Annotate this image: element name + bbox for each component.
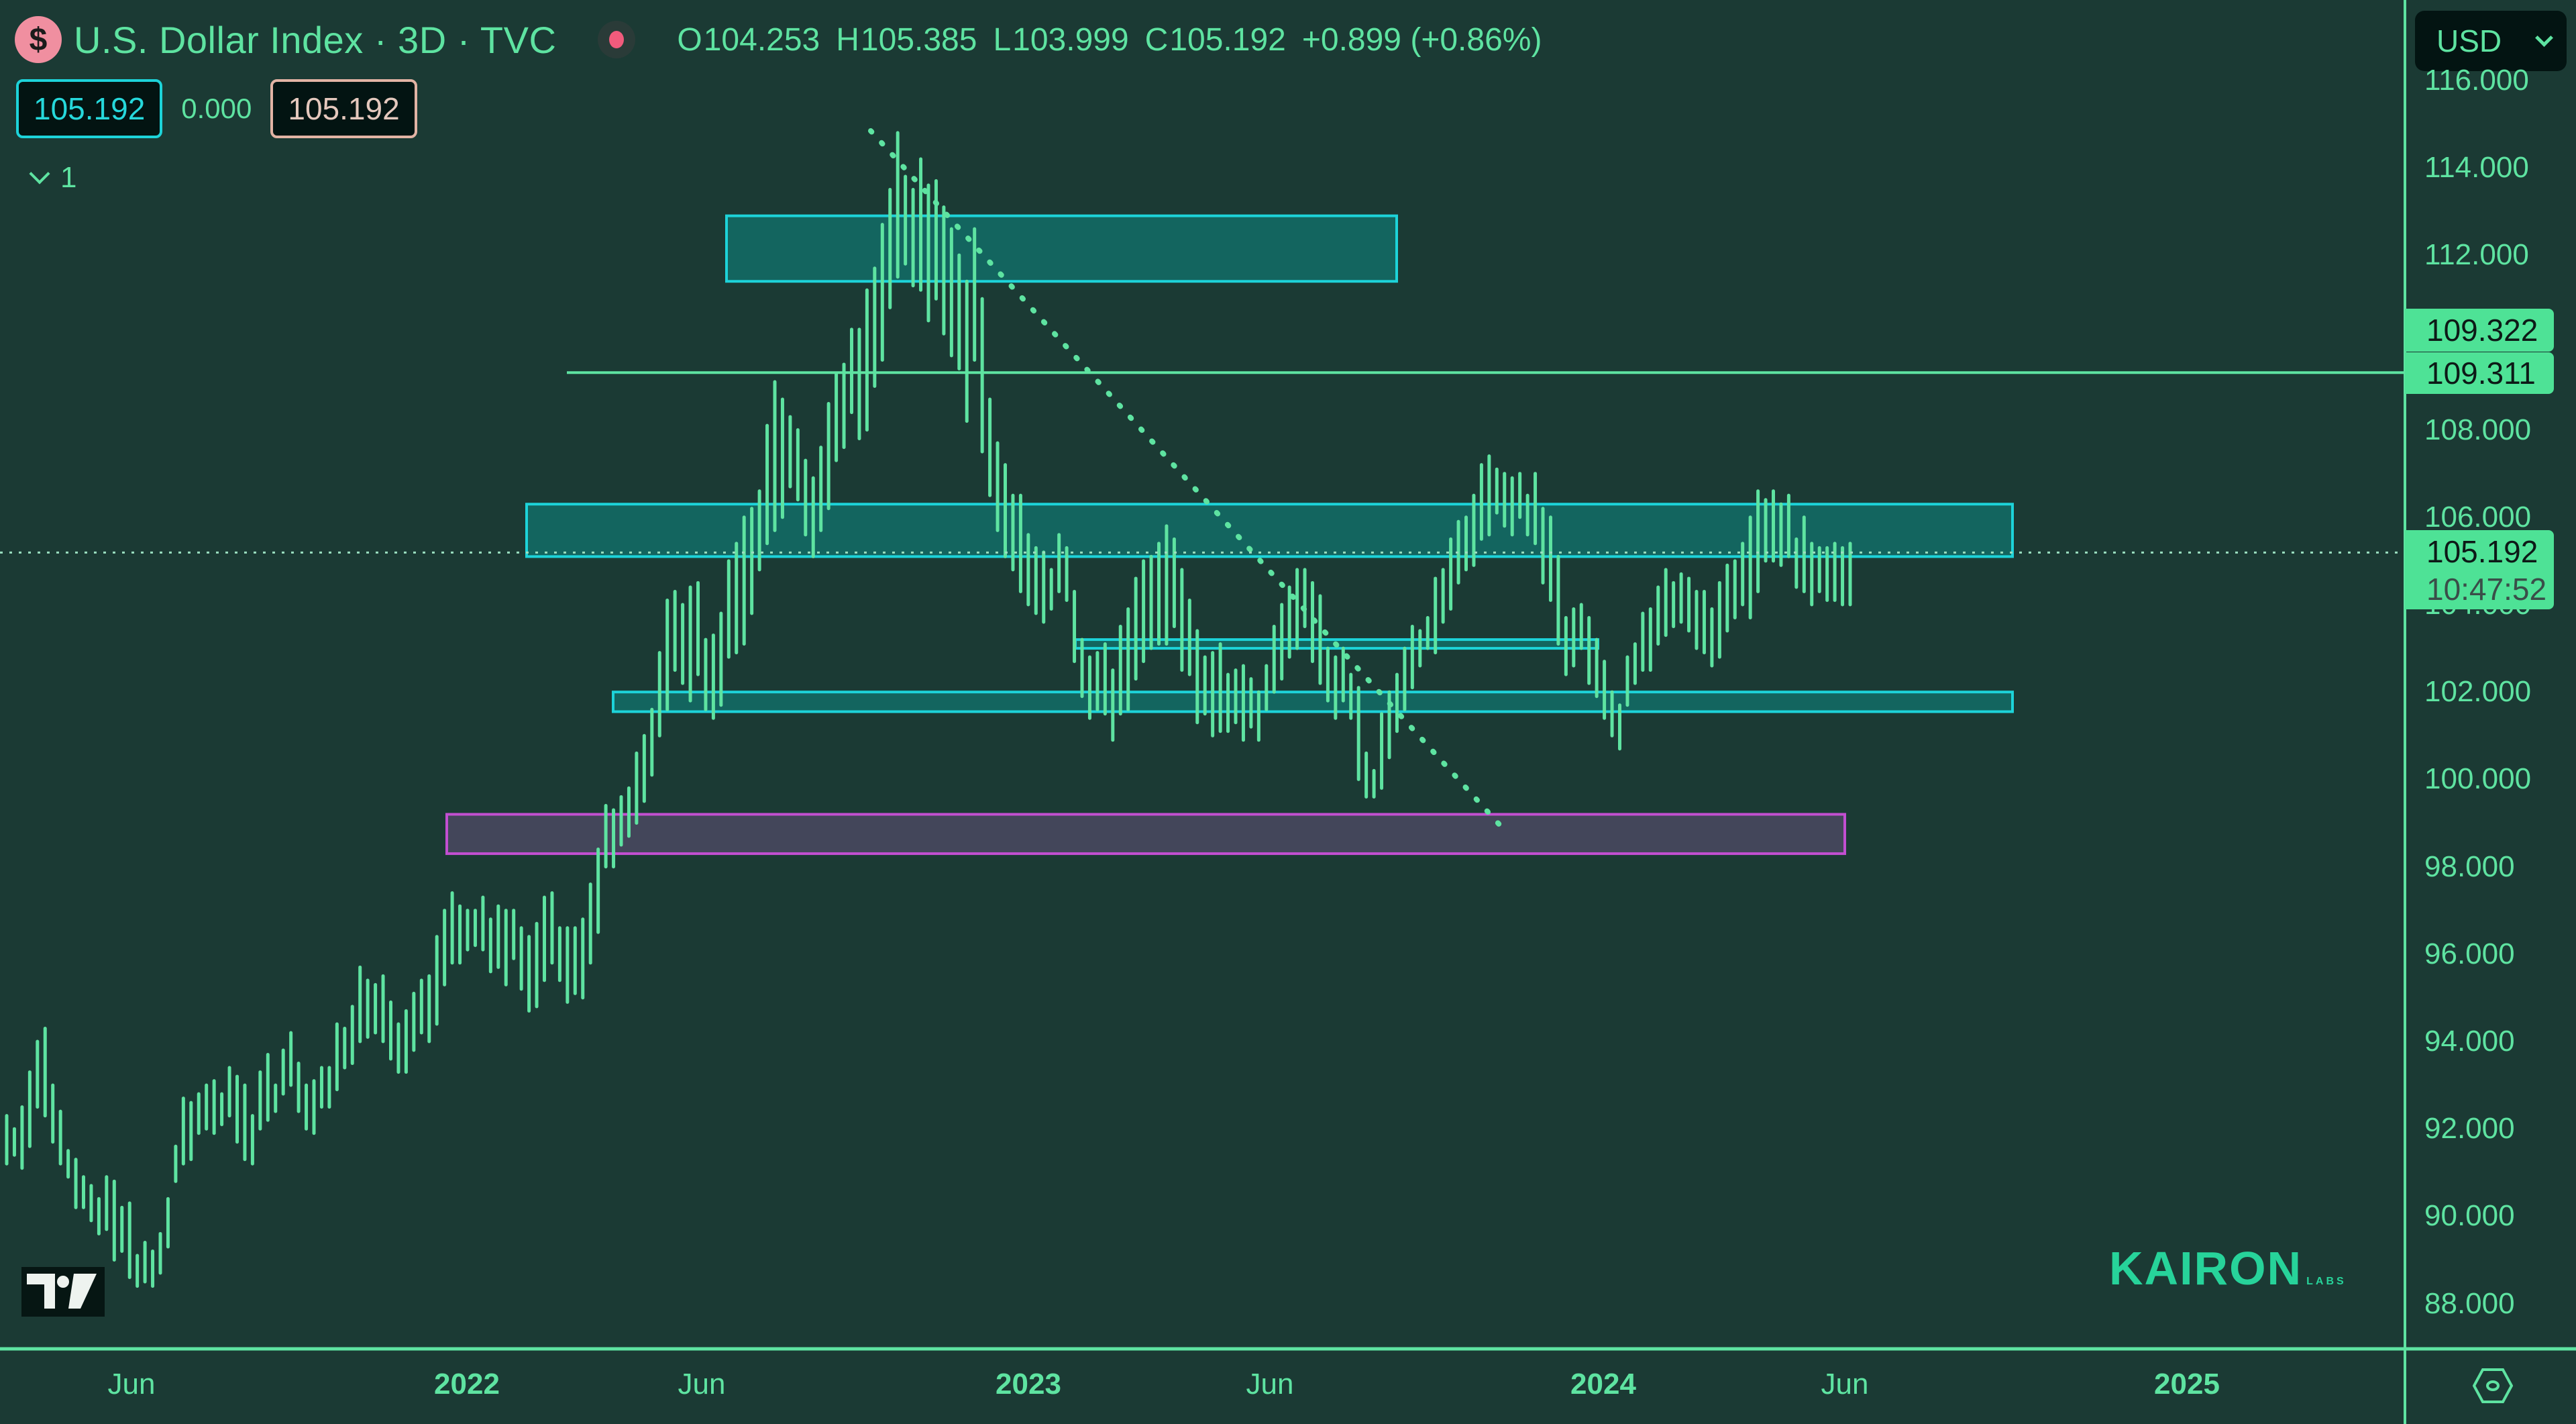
- last-price-tag: 105.192 10:47:52: [2405, 530, 2554, 609]
- ohlc-low: L103.999: [993, 21, 1129, 58]
- bar-countdown: 10:47:52: [2426, 572, 2547, 607]
- overlay-layer: [0, 128, 2405, 829]
- symbol-header: $ U.S. Dollar Index · 3D · TVC O104.253 …: [15, 9, 1542, 70]
- tradingview-logo-icon[interactable]: [21, 1267, 105, 1317]
- price-axis-label: 112.000: [2424, 238, 2529, 272]
- time-axis-label: Jun: [678, 1368, 726, 1401]
- price-axis-label: 100.000: [2424, 762, 2532, 796]
- time-axis-label: 2025: [2154, 1368, 2220, 1401]
- spread-value: 0.000: [181, 93, 252, 124]
- price-axis-label: 106.000: [2424, 500, 2532, 533]
- price-axis-label: 98.000: [2424, 850, 2515, 883]
- sell-button[interactable]: 105.192: [16, 79, 163, 138]
- price-axis-label: 102.000: [2424, 675, 2532, 709]
- trade-bar: 105.192 0.000 105.192: [16, 79, 417, 138]
- drawing-layer: [445, 214, 2014, 856]
- price-axis-label: 114.000: [2424, 151, 2529, 184]
- time-axis-label: 2023: [996, 1368, 1061, 1401]
- chevron-down-icon: [2535, 28, 2553, 47]
- ohlc-high: H105.385: [836, 21, 977, 58]
- price-axis-label: 88.000: [2424, 1286, 2515, 1320]
- symbol-title[interactable]: U.S. Dollar Index · 3D · TVC: [74, 18, 557, 61]
- indicators-toggle[interactable]: 1: [29, 161, 77, 195]
- dollar-symbol-icon: $: [15, 16, 62, 63]
- time-axis-label: 2022: [434, 1368, 500, 1401]
- chevron-down-icon: [29, 163, 50, 185]
- price-axis-label: 90.000: [2424, 1199, 2515, 1233]
- buy-button[interactable]: 105.192: [270, 79, 417, 138]
- ohlc-close: C105.192: [1144, 21, 1286, 58]
- demand-zone[interactable]: [445, 813, 1846, 856]
- ohlc-open: O104.253: [677, 21, 820, 58]
- time-axis-label: Jun: [1246, 1368, 1294, 1401]
- settings-hexagon-icon[interactable]: [2473, 1366, 2513, 1406]
- time-axis-label: Jun: [1821, 1368, 1869, 1401]
- market-status-icon[interactable]: [598, 21, 636, 58]
- line-price-tag: 109.311: [2405, 352, 2554, 394]
- price-axis-label: 92.000: [2424, 1112, 2515, 1146]
- currency-value: USD: [2436, 23, 2502, 58]
- ohlc-values: O104.253 H105.385 L103.999 C105.192 +0.8…: [677, 21, 1542, 58]
- ohlc-change: +0.899 (+0.86%): [1301, 21, 1542, 58]
- alert-price-tag: 109.322: [2405, 309, 2554, 352]
- range-low-zone[interactable]: [612, 691, 2014, 713]
- last-price-value: 105.192: [2426, 534, 2538, 569]
- currency-selector[interactable]: USD: [2415, 11, 2567, 71]
- dotted-trendline[interactable]: [868, 128, 1504, 829]
- price-axis-label: 96.000: [2424, 937, 2515, 970]
- kairon-watermark: KAIRON LABS: [2109, 1242, 2347, 1294]
- price-axis-label: 108.000: [2424, 413, 2532, 446]
- time-axis-label: 2024: [1570, 1368, 1636, 1401]
- time-axis-label: Jun: [107, 1368, 156, 1401]
- price-axis-label: 116.000: [2424, 63, 2529, 97]
- supply-zone-top[interactable]: [725, 214, 1398, 283]
- price-axis-label: 94.000: [2424, 1025, 2515, 1058]
- indicators-count: 1: [60, 161, 77, 194]
